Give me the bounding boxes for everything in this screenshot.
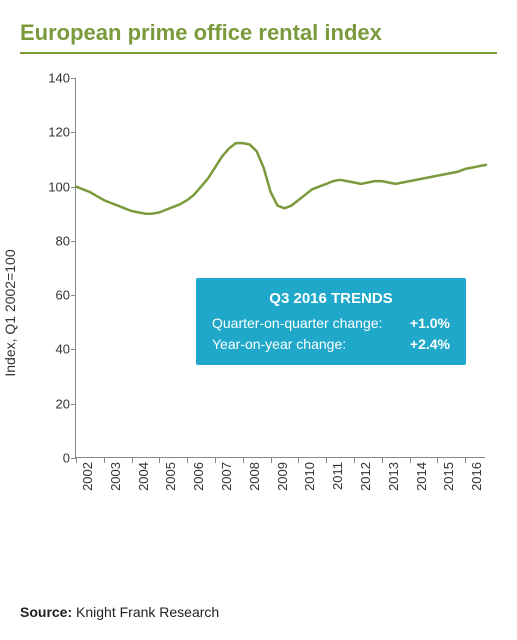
x-tick-label: 2002 xyxy=(80,462,95,512)
x-tick-mark xyxy=(76,458,77,463)
y-tick-mark xyxy=(71,349,76,350)
x-tick-label: 2016 xyxy=(469,462,484,512)
y-tick-label: 60 xyxy=(36,288,70,303)
x-tick-mark xyxy=(437,458,438,463)
y-tick-label: 100 xyxy=(36,179,70,194)
x-tick-label: 2003 xyxy=(108,462,123,512)
x-tick-label: 2010 xyxy=(302,462,317,512)
trends-callout: Q3 2016 TRENDS Quarter-on-quarter change… xyxy=(196,278,466,365)
x-tick-mark xyxy=(104,458,105,463)
x-tick-label: 2004 xyxy=(136,462,151,512)
y-tick-mark xyxy=(71,78,76,79)
y-tick-label: 20 xyxy=(36,396,70,411)
x-tick-mark xyxy=(354,458,355,463)
x-tick-mark xyxy=(159,458,160,463)
x-tick-label: 2006 xyxy=(191,462,206,512)
x-tick-mark xyxy=(298,458,299,463)
x-tick-mark xyxy=(326,458,327,463)
x-tick-mark xyxy=(465,458,466,463)
callout-title: Q3 2016 TRENDS xyxy=(212,288,450,311)
chart-title: European prime office rental index xyxy=(20,20,497,54)
x-tick-label: 2013 xyxy=(386,462,401,512)
x-tick-label: 2008 xyxy=(247,462,262,512)
index-line xyxy=(76,143,486,214)
y-axis-label: Index, Q1 2002=100 xyxy=(2,249,18,376)
source-label: Source: xyxy=(20,604,72,620)
x-tick-label: 2015 xyxy=(441,462,456,512)
x-tick-label: 2014 xyxy=(414,462,429,512)
plot-area: Q3 2016 TRENDS Quarter-on-quarter change… xyxy=(75,78,485,458)
y-tick-mark xyxy=(71,295,76,296)
x-tick-mark xyxy=(215,458,216,463)
callout-row: Year-on-year change: +2.4% xyxy=(212,334,450,355)
x-tick-mark xyxy=(243,458,244,463)
x-tick-label: 2009 xyxy=(275,462,290,512)
x-tick-label: 2011 xyxy=(330,462,345,512)
x-tick-mark xyxy=(187,458,188,463)
chart-container: Index, Q1 2002=100 Q3 2016 TRENDS Quarte… xyxy=(20,78,497,548)
callout-row-label: Quarter-on-quarter change: xyxy=(212,313,382,334)
source-line: Source: Knight Frank Research xyxy=(20,604,497,620)
y-tick-label: 0 xyxy=(36,451,70,466)
y-tick-label: 140 xyxy=(36,71,70,86)
x-tick-label: 2007 xyxy=(219,462,234,512)
source-value: Knight Frank Research xyxy=(76,604,219,620)
y-tick-mark xyxy=(71,404,76,405)
y-tick-mark xyxy=(71,132,76,133)
callout-row-value: +2.4% xyxy=(410,334,450,355)
x-tick-label: 2005 xyxy=(163,462,178,512)
y-tick-label: 120 xyxy=(36,125,70,140)
callout-row: Quarter-on-quarter change: +1.0% xyxy=(212,313,450,334)
x-tick-mark xyxy=(271,458,272,463)
line-chart-svg xyxy=(76,78,486,458)
callout-row-label: Year-on-year change: xyxy=(212,334,346,355)
x-tick-mark xyxy=(382,458,383,463)
y-tick-label: 80 xyxy=(36,233,70,248)
x-tick-label: 2012 xyxy=(358,462,373,512)
y-tick-mark xyxy=(71,187,76,188)
y-tick-label: 40 xyxy=(36,342,70,357)
x-tick-mark xyxy=(410,458,411,463)
callout-row-value: +1.0% xyxy=(410,313,450,334)
y-tick-mark xyxy=(71,241,76,242)
x-tick-mark xyxy=(132,458,133,463)
